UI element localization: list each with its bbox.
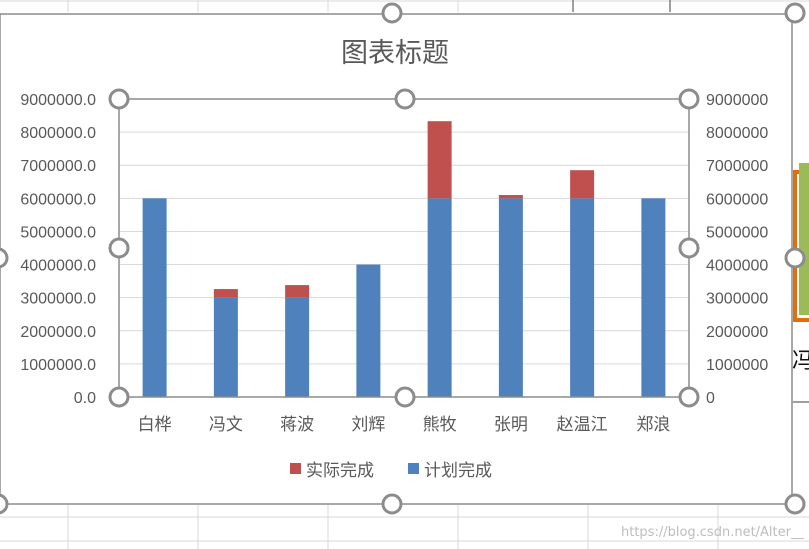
y-right-tick-label: 6000000 — [706, 191, 768, 208]
bar-actual-2[interactable] — [285, 285, 310, 298]
x-tick-label: 赵温江 — [557, 415, 608, 435]
y-left-tick-label: 5000000.0 — [20, 224, 96, 241]
x-tick-label: 张明 — [494, 415, 528, 435]
y-right-tick-label: 2000000 — [706, 324, 768, 341]
plot-handle-right[interactable] — [678, 237, 700, 259]
plot-handle-bottom[interactable] — [394, 386, 416, 408]
y-right-tick-label: 3000000 — [706, 291, 768, 308]
plot-handle-bottom-right[interactable] — [678, 386, 700, 408]
y-right-tick-label: 8000000 — [706, 125, 768, 142]
bar-planned-0[interactable] — [142, 198, 167, 397]
bar-planned-2[interactable] — [285, 297, 310, 397]
legend-label-actual: 实际完成 — [306, 461, 374, 481]
y-left-tick-label: 4000000.0 — [20, 258, 96, 275]
bar-planned-1[interactable] — [213, 297, 238, 397]
legend[interactable]: 实际完成 计划完成 — [290, 461, 492, 481]
side-chart-fragment: 冯 — [792, 163, 809, 403]
x-tick-label: 刘辉 — [351, 415, 385, 435]
chart-area-handles[interactable] — [0, 2, 806, 515]
bar-actual-5[interactable] — [498, 195, 523, 199]
y-right-tick-label: 1000000 — [706, 357, 768, 374]
chart-handle-top[interactable] — [381, 2, 403, 24]
chart-bars — [142, 121, 666, 397]
y-left-tick-label: 8000000.0 — [20, 125, 96, 142]
x-tick-label: 郑浪 — [636, 415, 670, 435]
y-left-tick-label: 3000000.0 — [20, 291, 96, 308]
bar-planned-4[interactable] — [427, 198, 452, 397]
x-tick-label: 蒋波 — [280, 415, 314, 435]
chart-handle-bottom-right[interactable] — [784, 493, 806, 515]
y-right-tick-label: 9000000 — [706, 92, 768, 109]
plot-handle-bottom-left[interactable] — [108, 386, 130, 408]
side-chart-green-bar — [799, 163, 809, 315]
bar-planned-5[interactable] — [498, 198, 523, 397]
bar-planned-7[interactable] — [641, 198, 666, 397]
bar-actual-6[interactable] — [570, 170, 595, 199]
x-tick-label: 白桦 — [138, 415, 172, 435]
plot-handle-top[interactable] — [394, 88, 416, 110]
chart-handle-bottom[interactable] — [381, 493, 403, 515]
y-left-tick-label: 6000000.0 — [20, 191, 96, 208]
legend-label-planned: 计划完成 — [424, 461, 492, 481]
y-right-tick-label: 5000000 — [706, 224, 768, 241]
y-left-tick-label: 1000000.0 — [20, 357, 96, 374]
y-left-tick-label: 9000000.0 — [20, 92, 96, 109]
bar-actual-1[interactable] — [213, 289, 238, 298]
chart-handle-left[interactable] — [0, 247, 9, 269]
chart-handle-top-right[interactable] — [784, 2, 806, 24]
legend-swatch-actual — [290, 463, 301, 474]
chart-title[interactable]: 图表标题 — [341, 38, 449, 69]
plot-area-handles[interactable] — [108, 88, 700, 408]
bar-planned-3[interactable] — [356, 264, 381, 397]
y-left-tick-label: 7000000.0 — [20, 158, 96, 175]
plot-handle-top-right[interactable] — [678, 88, 700, 110]
watermark-text: https://blog.csdn.net/Alter__ — [621, 525, 805, 540]
y-left-tick-label: 2000000.0 — [20, 324, 96, 341]
y-right-tick-label: 4000000 — [706, 258, 768, 275]
side-chart-label: 冯 — [792, 349, 809, 374]
x-axis[interactable]: 白桦 冯文 蒋波 刘辉 熊牧 张明 赵温江 郑浪 — [138, 415, 671, 435]
y-right-tick-label: 0 — [706, 390, 715, 407]
legend-swatch-planned — [408, 463, 419, 474]
y-left-tick-label: 0.0 — [74, 390, 96, 407]
bar-actual-4[interactable] — [427, 121, 452, 199]
plot-handle-left[interactable] — [108, 237, 130, 259]
plot-handle-top-left[interactable] — [108, 88, 130, 110]
y-axis-right[interactable]: 0 1000000 2000000 3000000 4000000 5000000 6000… — [706, 92, 768, 407]
bar-planned-6[interactable] — [570, 198, 595, 397]
x-tick-label: 冯文 — [209, 415, 243, 435]
chart-handle-right[interactable] — [784, 247, 806, 269]
y-axis-left[interactable]: 0.0 1000000.0 2000000.0 3000000.0 4000000.0 5… — [20, 92, 96, 407]
x-tick-label: 熊牧 — [423, 415, 457, 435]
chart-handle-bottom-left[interactable] — [0, 493, 9, 515]
y-right-tick-label: 7000000 — [706, 158, 768, 175]
